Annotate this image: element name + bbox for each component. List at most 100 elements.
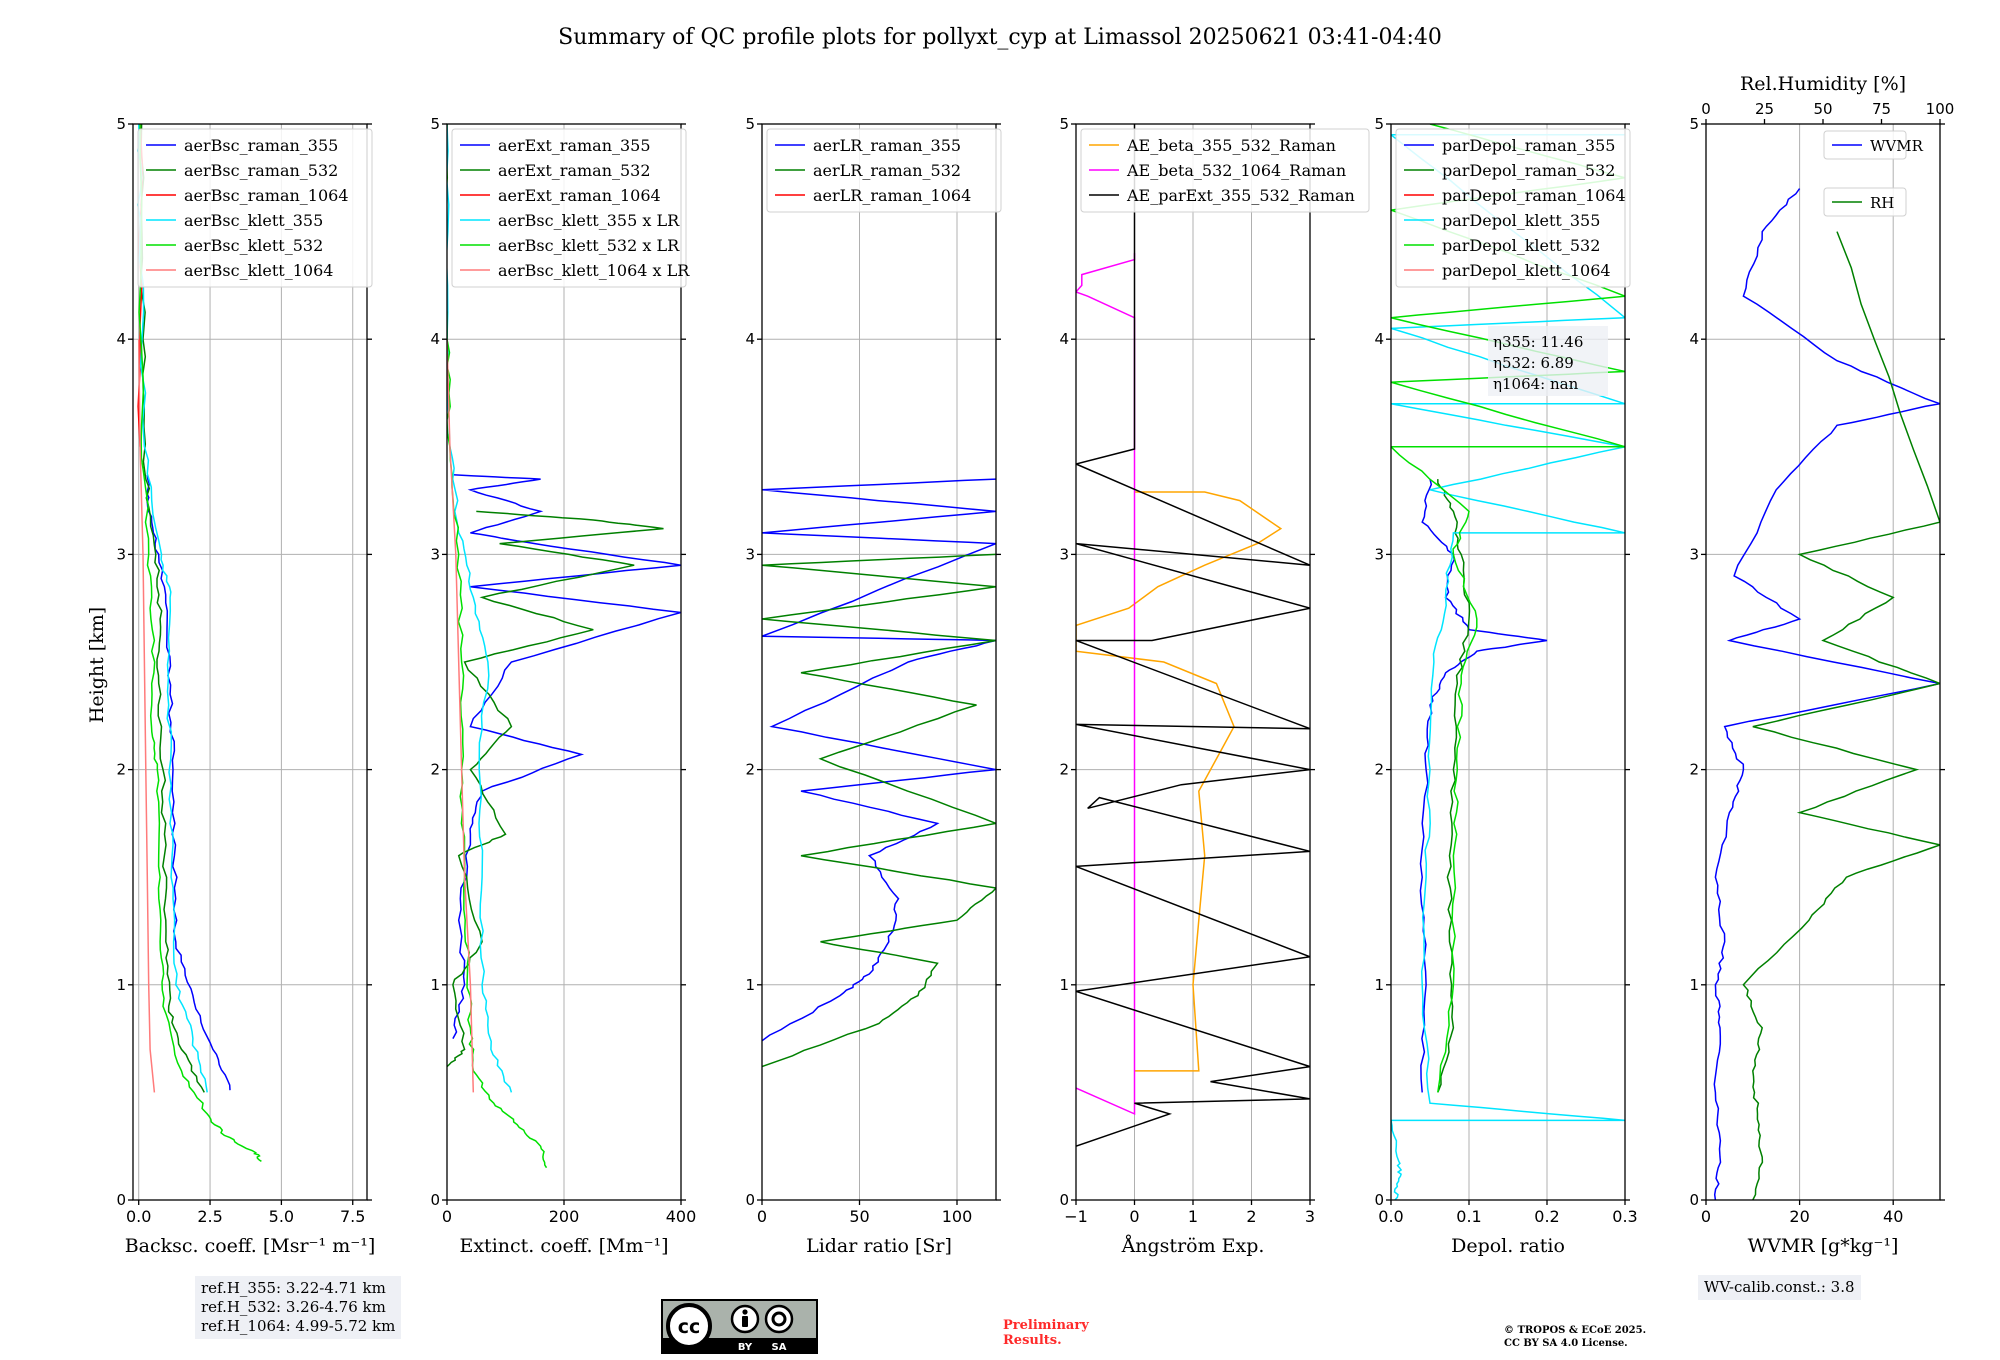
legend-label-aerExt_raman_1064: aerExt_raman_1064 <box>498 186 661 205</box>
legend-label-parDepol_klett_355: parDepol_klett_355 <box>1442 211 1600 230</box>
top-x-tick-label: 0 <box>1701 100 1711 118</box>
x-axis-label: Extinct. coeff. [Mm⁻¹] <box>459 1235 668 1257</box>
legend-label-aerBsc_raman_532: aerBsc_raman_532 <box>184 161 338 180</box>
legend: parDepol_raman_355 parDepol_raman_532 parD… <box>1395 128 1631 288</box>
legend-label-aerBsc_klett_532: aerBsc_klett_532 <box>184 236 323 255</box>
by-icon-head <box>742 1309 748 1315</box>
series-line-parDepol_klett_355 <box>1391 134 1625 1200</box>
x-tick-label: 0.0 <box>126 1207 151 1226</box>
legend-label-parDepol_raman_532: parDepol_raman_532 <box>1442 161 1615 180</box>
legend-label: WVMR <box>1870 137 1924 155</box>
top-x-tick-label: 75 <box>1872 100 1891 118</box>
x-axis-label: Backsc. coeff. [Msr⁻¹ m⁻¹] <box>125 1235 376 1257</box>
series-line-AE_parExt_355_532_Raman <box>1076 124 1310 1147</box>
eta-annotation-text: η532: 6.89 <box>1493 354 1574 372</box>
y-tick-label: 4 <box>1374 330 1384 348</box>
y-tick-label: 5 <box>745 115 755 133</box>
legend-label-aerBsc_klett_355: aerBsc_klett_355 <box>184 211 323 230</box>
y-tick-label: 4 <box>1059 330 1069 348</box>
y-tick-label: 2 <box>1059 761 1069 779</box>
legend-frame <box>1080 128 1370 213</box>
legend: AE_beta_355_532_Raman AE_beta_532_1064_Ra… <box>1080 128 1370 213</box>
x-tick-label: 0 <box>757 1207 767 1226</box>
series-line-aerExt_raman_532 <box>447 510 664 1068</box>
y-tick-label: 0 <box>745 1191 755 1209</box>
refh-532: ref.H_532: 3.26-4.76 km <box>201 1298 386 1316</box>
top-x-tick-label: 25 <box>1755 100 1774 118</box>
y-tick-label: 2 <box>745 761 755 779</box>
y-tick-label: 2 <box>1374 761 1384 779</box>
preliminary-line-1: Preliminary <box>1003 1318 1089 1333</box>
y-tick-label: 0 <box>430 1191 440 1209</box>
series-line-aerLR_raman_532 <box>762 553 996 1068</box>
preliminary-results: Preliminary Results. <box>1003 1318 1089 1348</box>
series-line-aerExt_raman_355 <box>452 474 681 1039</box>
legend-frame <box>451 128 687 288</box>
legend-label-aerBsc_raman_1064: aerBsc_raman_1064 <box>184 186 349 205</box>
y-tick-label: 4 <box>116 330 126 348</box>
y-tick-label: 3 <box>1374 545 1384 563</box>
axes-frame <box>1705 123 1941 1201</box>
by-icon-body <box>742 1316 748 1327</box>
legend-label-aerBsc_klett_1064 x LR: aerBsc_klett_1064 x LR <box>498 261 690 280</box>
x-tick-label: 0 <box>442 1207 452 1226</box>
series-line-aerBsc_klett_532 <box>138 124 262 1162</box>
x-tick-label: 40 <box>1883 1207 1903 1226</box>
y-tick-label: 4 <box>745 330 755 348</box>
y-tick-label: 1 <box>1689 976 1699 994</box>
x-tick-label: 50 <box>849 1207 869 1226</box>
x-tick-label: 0 <box>1701 1207 1711 1226</box>
series-line-parDepol_raman_355 <box>1419 478 1548 1093</box>
legend-label-aerExt_raman_355: aerExt_raman_355 <box>498 136 651 155</box>
x-tick-label: 400 <box>666 1207 697 1226</box>
legend-label-aerBsc_klett_1064: aerBsc_klett_1064 <box>184 261 333 280</box>
eta-annotation-bg <box>1488 326 1608 396</box>
y-tick-label: 3 <box>116 545 126 563</box>
series-line-parDepol_raman_532 <box>1437 479 1471 1093</box>
axes-frame <box>132 123 368 1201</box>
legend-label-aerExt_raman_532: aerExt_raman_532 <box>498 161 651 180</box>
y-tick-label: 3 <box>1689 545 1699 563</box>
x-tick-label: 20 <box>1789 1207 1809 1226</box>
legend-label-AE_beta_532_1064_Raman: AE_beta_532_1064_Raman <box>1126 161 1346 180</box>
sa-icon <box>764 1304 794 1334</box>
panels: 0 1 2 3 4 5 0.0 2.5 5.0 7.5 Backsc. coeff. [Msr⁻¹ … <box>116 73 1954 1257</box>
y-tick-label: 1 <box>1374 976 1384 994</box>
series-line-aerBsc_klett_1064 <box>137 339 156 1093</box>
copyright-notice: © TROPOS & ECoE 2025. CC BY SA 4.0 Licen… <box>1504 1324 1646 1350</box>
legend: aerLR_raman_355 aerLR_raman_532 aerLR_rama… <box>766 128 1002 213</box>
series-line-RH <box>1742 231 1940 1200</box>
y-tick-label: 5 <box>1689 115 1699 133</box>
y-tick-label: 0 <box>1374 1191 1384 1209</box>
top-x-tick-label: 100 <box>1926 100 1955 118</box>
y-tick-label: 1 <box>1059 976 1069 994</box>
sa-icon-arrow <box>771 1311 787 1327</box>
wv-calibration-box: WV-calib.const.: 3.8 <box>1698 1275 1861 1300</box>
panel-2: 0 1 2 3 4 5 0 200 400 Extinct. coeff. [Mm⁻¹] aerEx… <box>430 115 696 1257</box>
preliminary-line-2: Results. <box>1003 1333 1062 1348</box>
legend-label: RH <box>1870 194 1894 212</box>
reference-height-box: ref.H_355: 3.22-4.71 km ref.H_532: 3.26-… <box>195 1276 402 1339</box>
top-x-tick-label: 50 <box>1813 100 1832 118</box>
y-tick-label: 2 <box>1689 761 1699 779</box>
legend: aerExt_raman_355 aerExt_raman_532 aerExt_r… <box>451 128 690 288</box>
refh-1064: ref.H_1064: 4.99-5.72 km <box>201 1317 396 1335</box>
y-tick-label: 1 <box>430 976 440 994</box>
refh-355: ref.H_355: 3.22-4.71 km <box>201 1279 386 1297</box>
series-line-aerBsc_raman_532 <box>139 124 205 1093</box>
y-tick-label: 1 <box>116 976 126 994</box>
legend-label-parDepol_klett_532: parDepol_klett_532 <box>1442 236 1600 255</box>
y-tick-label: 5 <box>1374 115 1384 133</box>
y-tick-label: 1 <box>745 976 755 994</box>
legend-label-aerBsc_klett_532 x LR: aerBsc_klett_532 x LR <box>498 236 680 255</box>
x-axis-label: WVMR [g*kg⁻¹] <box>1748 1235 1899 1257</box>
legend-frame <box>1395 128 1631 288</box>
legend-frame <box>766 128 1002 213</box>
y-tick-label: 3 <box>1059 545 1069 563</box>
series-line-AE_beta_355_532_Raman <box>1076 491 1283 1072</box>
series-line-aerBsc_raman_355 <box>146 474 231 1091</box>
x-tick-label: 7.5 <box>340 1207 365 1226</box>
y-tick-label: 5 <box>1059 115 1069 133</box>
axes-frame <box>761 123 997 1201</box>
